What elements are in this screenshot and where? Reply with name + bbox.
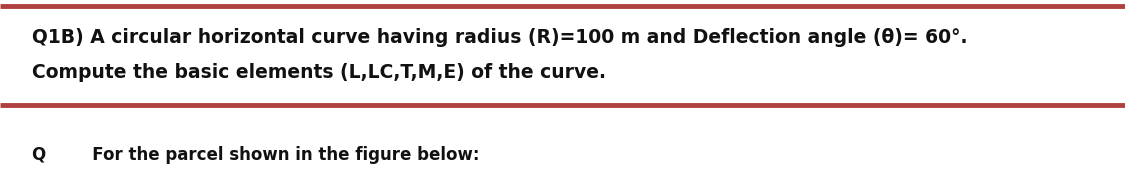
Text: Q        For the parcel shown in the figure below:: Q For the parcel shown in the figure bel… <box>32 146 479 164</box>
Text: Q1B) A circular horizontal curve having radius (R)=100 m and Deflection angle (θ: Q1B) A circular horizontal curve having … <box>32 28 968 47</box>
Text: Compute the basic elements (L,LC,T,M,E) of the curve.: Compute the basic elements (L,LC,T,M,E) … <box>32 63 605 82</box>
